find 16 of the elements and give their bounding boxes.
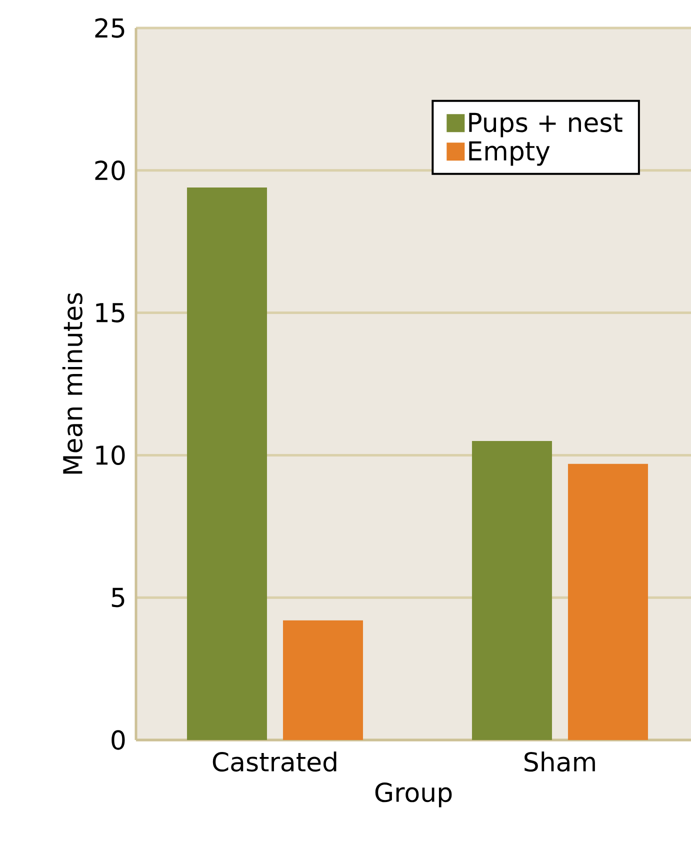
y-axis-title: Mean minutes bbox=[62, 293, 83, 474]
y-tick-label: 10 bbox=[96, 445, 125, 466]
bar bbox=[186, 187, 267, 740]
y-tick-label: 0 bbox=[112, 730, 125, 750]
y-tick-label: 20 bbox=[95, 160, 125, 180]
y-tick-label: 5 bbox=[112, 588, 124, 608]
x-axis-title: Group bbox=[375, 782, 452, 808]
y-tick-label: 25 bbox=[95, 18, 124, 38]
bar bbox=[282, 620, 363, 740]
legend-label: Empty bbox=[469, 141, 550, 166]
x-tick-label: Castrated bbox=[212, 752, 336, 772]
x-tick-label: Sham bbox=[524, 752, 595, 772]
bar bbox=[472, 440, 552, 740]
y-tick-label: 15 bbox=[96, 303, 124, 322]
bar bbox=[568, 464, 648, 740]
legend-label: Pups + nest bbox=[469, 112, 622, 138]
